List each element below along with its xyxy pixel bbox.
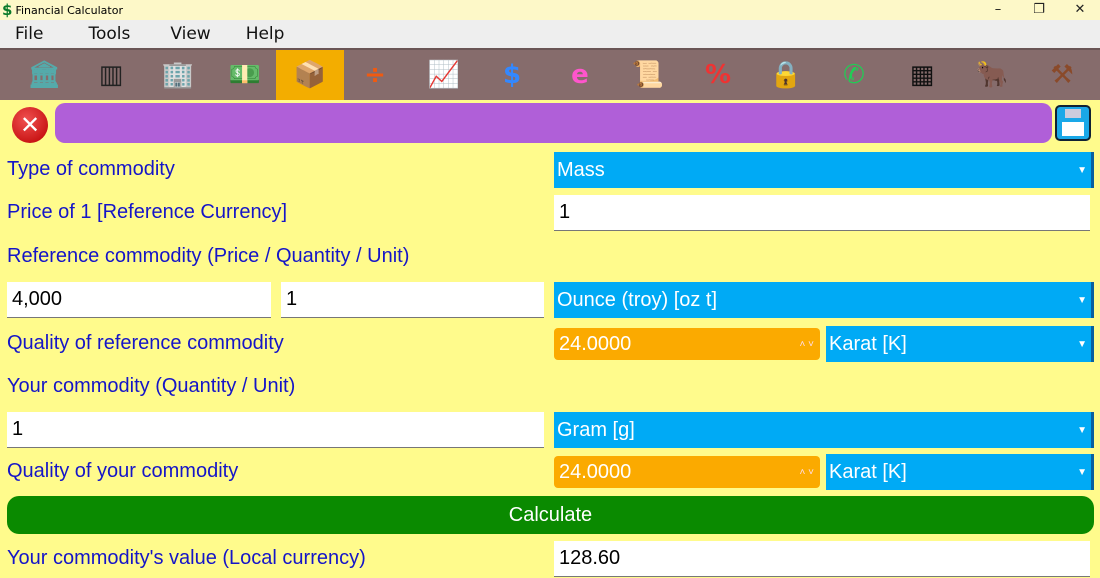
your-quantity-input[interactable]: 1 xyxy=(7,412,544,448)
status-bar xyxy=(55,103,1052,143)
qr-code-tool-button[interactable]: ▦ xyxy=(888,50,956,100)
type-select[interactable]: Mass ▼ xyxy=(554,152,1094,188)
document-icon: 📜 xyxy=(631,60,665,90)
browser-cloud-icon: e xyxy=(571,60,589,90)
result-label: Your commodity's value (Local currency) xyxy=(7,547,366,569)
chevron-down-icon: ▼ xyxy=(1077,466,1087,478)
browser-cloud-tool-button[interactable]: e xyxy=(546,50,614,100)
bank-icon: 🏛 xyxy=(27,60,61,90)
reference-unit-value: Ounce (troy) [oz t] xyxy=(557,288,718,311)
your-quality-spinner[interactable]: 24.0000 ˄ ˅ xyxy=(554,456,820,488)
building-icon: 🏢 xyxy=(161,60,195,90)
your-quality-value: 24.0000 xyxy=(559,460,632,483)
phone-tool-button[interactable]: ✆ xyxy=(820,50,888,100)
spinner-arrows-icon[interactable]: ˄ ˅ xyxy=(799,466,814,478)
your-unit-select[interactable]: Gram [g] ▼ xyxy=(554,412,1094,448)
type-label: Type of commodity xyxy=(7,158,175,180)
chevron-down-icon: ▼ xyxy=(1077,338,1087,350)
chevron-down-icon: ▼ xyxy=(1077,424,1087,436)
price-label: Price of 1 [Reference Currency] xyxy=(7,201,288,223)
document-tool-button[interactable]: 📜 xyxy=(614,50,682,100)
box-icon: 📦 xyxy=(293,60,327,90)
reference-label: Reference commodity (Price / Quantity / … xyxy=(7,245,410,267)
close-window-button[interactable]: ✕ xyxy=(1074,2,1086,17)
reference-quality-label: Quality of reference commodity xyxy=(7,332,284,354)
growth-chart-tool-button[interactable]: 📈 xyxy=(410,50,478,100)
reference-quality-unit-select[interactable]: Karat [K] ▼ xyxy=(826,326,1094,362)
chevron-down-icon: ▼ xyxy=(1077,294,1087,306)
percent-house-tool-button[interactable]: % xyxy=(684,50,752,100)
divide-tool-button[interactable]: ÷ xyxy=(341,50,409,100)
title-bar: $ Financial Calculator – ❐ ✕ xyxy=(0,0,1100,20)
reference-quality-value: 24.0000 xyxy=(559,332,632,355)
your-commodity-label: Your commodity (Quantity / Unit) xyxy=(7,375,296,397)
padlock-icon: 🔒 xyxy=(769,60,803,90)
money-hand-tool-button[interactable]: 💵 xyxy=(211,50,279,100)
reference-price-input[interactable]: 4,000 xyxy=(7,282,271,318)
reference-quality-unit-value: Karat [K] xyxy=(829,332,907,355)
padlock-tool-button[interactable]: 🔒 xyxy=(752,50,820,100)
price-input[interactable]: 1 xyxy=(554,195,1090,231)
your-quality-unit-value: Karat [K] xyxy=(829,460,907,483)
percent-house-icon: % xyxy=(704,60,732,90)
building-tool-button[interactable]: 🏢 xyxy=(144,50,212,100)
barcode-icon: ▥ xyxy=(98,60,124,90)
coins-icon: $ xyxy=(502,60,522,90)
barcode-tool-button[interactable]: ▥ xyxy=(77,50,145,100)
type-value: Mass xyxy=(557,158,605,181)
growth-chart-icon: 📈 xyxy=(427,60,461,90)
menu-tools[interactable]: Tools xyxy=(88,24,131,44)
divide-icon: ÷ xyxy=(364,60,386,90)
menu-bar: File Tools View Help xyxy=(0,20,1100,48)
reference-unit-select[interactable]: Ounce (troy) [oz t] ▼ xyxy=(554,282,1094,318)
reference-quality-spinner[interactable]: 24.0000 ˄ ˅ xyxy=(554,328,820,360)
minimize-button[interactable]: – xyxy=(994,2,1002,17)
clear-button[interactable]: ✕ xyxy=(12,107,48,143)
box-tool-button[interactable]: 📦 xyxy=(276,50,344,100)
window-title: Financial Calculator xyxy=(15,3,123,17)
bull-tool-button[interactable]: 🐂 xyxy=(958,50,1026,100)
toolbar: 🏛 ▥ 🏢 💵 📦 ÷ 📈 $ e 📜% 🔒 ✆ ▦ 🐂 ⚒ xyxy=(0,48,1100,100)
gavel-icon: ⚒ xyxy=(1050,60,1074,90)
calculate-button[interactable]: Calculate xyxy=(7,496,1094,534)
bank-tool-button[interactable]: 🏛 xyxy=(10,50,78,100)
your-quality-unit-select[interactable]: Karat [K] ▼ xyxy=(826,454,1094,490)
phone-icon: ✆ xyxy=(843,60,865,90)
result-output: 128.60 xyxy=(554,541,1090,577)
spinner-arrows-icon[interactable]: ˄ ˅ xyxy=(799,338,814,350)
reference-quantity-input[interactable]: 1 xyxy=(281,282,544,318)
your-unit-value: Gram [g] xyxy=(557,418,635,441)
bull-icon: 🐂 xyxy=(975,60,1009,90)
menu-file[interactable]: File xyxy=(15,24,44,44)
restore-button[interactable]: ❐ xyxy=(1033,2,1045,17)
your-quality-label: Quality of your commodity xyxy=(7,460,239,482)
menu-view[interactable]: View xyxy=(170,24,211,44)
chevron-down-icon: ▼ xyxy=(1077,164,1087,176)
app-logo-icon: $ xyxy=(2,1,13,19)
save-button[interactable] xyxy=(1055,105,1091,141)
money-hand-icon: 💵 xyxy=(228,60,262,90)
gavel-tool-button[interactable]: ⚒ xyxy=(1028,50,1096,100)
coins-tool-button[interactable]: $ xyxy=(478,50,546,100)
qr-code-icon: ▦ xyxy=(909,60,935,90)
menu-help[interactable]: Help xyxy=(245,24,285,44)
